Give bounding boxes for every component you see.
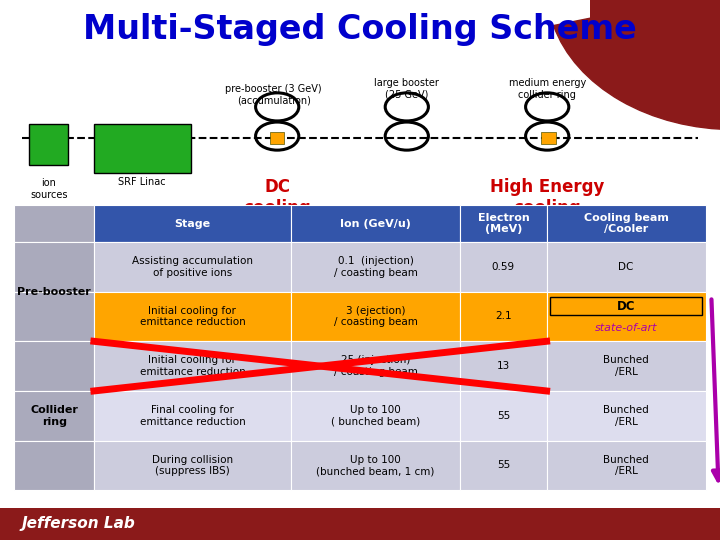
FancyBboxPatch shape: [270, 132, 284, 144]
FancyBboxPatch shape: [14, 391, 94, 441]
Text: 13: 13: [497, 361, 510, 371]
FancyBboxPatch shape: [94, 124, 191, 173]
FancyBboxPatch shape: [94, 441, 291, 490]
Text: Ion (GeV/u): Ion (GeV/u): [340, 219, 411, 228]
FancyBboxPatch shape: [14, 292, 94, 341]
Text: Stage: Stage: [174, 219, 210, 228]
Text: pre-booster (3 GeV)
(accumulation): pre-booster (3 GeV) (accumulation): [225, 84, 322, 105]
Text: Initial cooling for
emittance reduction: Initial cooling for emittance reduction: [140, 355, 246, 377]
FancyBboxPatch shape: [546, 441, 706, 490]
Text: 25 (injection)
/ coasting beam: 25 (injection) / coasting beam: [333, 355, 418, 377]
Text: Up to 100
(bunched beam, 1 cm): Up to 100 (bunched beam, 1 cm): [316, 455, 435, 476]
FancyBboxPatch shape: [550, 296, 702, 315]
FancyBboxPatch shape: [460, 441, 546, 490]
Text: Electron
(MeV): Electron (MeV): [477, 213, 529, 234]
Text: During collision
(suppress IBS): During collision (suppress IBS): [152, 455, 233, 476]
FancyBboxPatch shape: [460, 341, 546, 391]
Text: Assisting accumulation
of positive ions: Assisting accumulation of positive ions: [132, 256, 253, 278]
FancyBboxPatch shape: [546, 391, 706, 441]
Text: SRF Linac: SRF Linac: [118, 177, 166, 187]
FancyBboxPatch shape: [291, 341, 460, 391]
Text: 55: 55: [497, 461, 510, 470]
Text: Cooling beam
/Cooler: Cooling beam /Cooler: [584, 213, 669, 234]
FancyBboxPatch shape: [546, 242, 706, 292]
Text: Bunched
/ERL: Bunched /ERL: [603, 405, 649, 427]
FancyBboxPatch shape: [29, 124, 68, 165]
Text: Bunched
/ERL: Bunched /ERL: [603, 455, 649, 476]
FancyBboxPatch shape: [291, 391, 460, 441]
FancyBboxPatch shape: [94, 292, 291, 341]
Text: Initial cooling for
emittance reduction: Initial cooling for emittance reduction: [140, 306, 246, 327]
Text: 0.1  (injection)
/ coasting beam: 0.1 (injection) / coasting beam: [333, 256, 418, 278]
Text: medium energy
collider ring: medium energy collider ring: [508, 78, 586, 100]
Text: state-of-art: state-of-art: [595, 323, 657, 333]
FancyBboxPatch shape: [14, 242, 94, 292]
FancyBboxPatch shape: [94, 242, 291, 292]
FancyBboxPatch shape: [546, 341, 706, 391]
FancyBboxPatch shape: [590, 0, 720, 65]
Text: DC: DC: [617, 300, 635, 313]
Text: Pre-booster: Pre-booster: [17, 287, 91, 296]
FancyBboxPatch shape: [541, 132, 556, 144]
FancyBboxPatch shape: [94, 341, 291, 391]
FancyBboxPatch shape: [94, 205, 291, 242]
Text: ion
sources: ion sources: [30, 178, 68, 200]
FancyBboxPatch shape: [291, 205, 460, 242]
FancyBboxPatch shape: [14, 441, 94, 490]
Text: 2.1: 2.1: [495, 312, 512, 321]
FancyBboxPatch shape: [546, 205, 706, 242]
Text: Jefferson Lab: Jefferson Lab: [22, 516, 135, 531]
Text: Bunched
/ERL: Bunched /ERL: [603, 355, 649, 377]
Text: 3 (ejection)
/ coasting beam: 3 (ejection) / coasting beam: [333, 306, 418, 327]
Text: Collider
ring: Collider ring: [30, 405, 78, 427]
FancyBboxPatch shape: [460, 292, 546, 341]
FancyBboxPatch shape: [460, 242, 546, 292]
FancyBboxPatch shape: [0, 508, 720, 540]
FancyBboxPatch shape: [460, 205, 546, 242]
Text: Final cooling for
emittance reduction: Final cooling for emittance reduction: [140, 405, 246, 427]
Text: Up to 100
( bunched beam): Up to 100 ( bunched beam): [331, 405, 420, 427]
Text: 55: 55: [497, 411, 510, 421]
FancyBboxPatch shape: [546, 292, 706, 341]
Text: High Energy
cooling: High Energy cooling: [490, 178, 604, 217]
Wedge shape: [554, 0, 720, 130]
FancyBboxPatch shape: [14, 205, 94, 242]
Text: DC: DC: [618, 262, 634, 272]
Text: Multi-Staged Cooling Scheme: Multi-Staged Cooling Scheme: [83, 13, 637, 46]
FancyBboxPatch shape: [291, 441, 460, 490]
FancyBboxPatch shape: [291, 292, 460, 341]
Text: 0.59: 0.59: [492, 262, 515, 272]
FancyBboxPatch shape: [14, 341, 94, 391]
FancyBboxPatch shape: [291, 242, 460, 292]
FancyBboxPatch shape: [94, 391, 291, 441]
FancyBboxPatch shape: [460, 391, 546, 441]
Text: DC
cooling: DC cooling: [243, 178, 311, 217]
Text: large booster
(25 GeV): large booster (25 GeV): [374, 78, 439, 100]
